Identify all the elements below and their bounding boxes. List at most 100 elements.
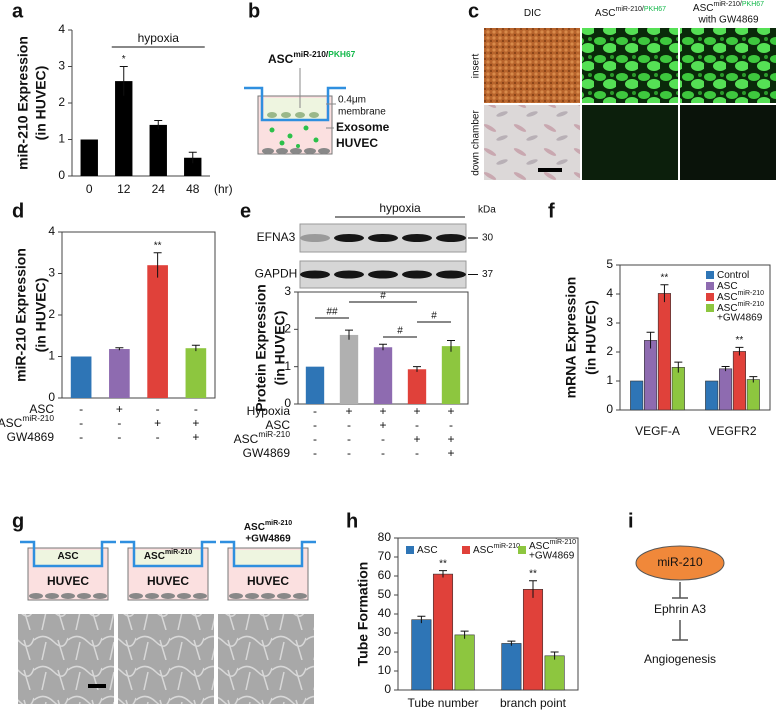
y-tick-label: 0: [284, 396, 291, 410]
y-tick-label: 3: [284, 284, 291, 298]
bar: [522, 588, 544, 691]
y-tick-label: 2: [606, 344, 613, 358]
huvec-label: HUVEC: [47, 574, 89, 588]
bracket-label: hypoxia: [138, 31, 180, 45]
huvec-cell: [229, 593, 243, 599]
legend-label: ASCmiR-210: [717, 301, 764, 313]
huvec-cell: [293, 593, 307, 599]
error-bar: [413, 366, 421, 372]
error-bar: [674, 361, 683, 373]
error-bar: [119, 66, 128, 96]
significance: **: [661, 272, 669, 283]
huvec-cell: [177, 593, 191, 599]
text-part: Hypoxia: [247, 404, 291, 418]
condition-sign: -: [347, 418, 351, 432]
condition-label: GW4869: [7, 430, 55, 444]
micrograph: [680, 28, 776, 103]
error-bar: [646, 331, 655, 349]
blot-band: [402, 234, 432, 242]
condition-sign: +: [447, 432, 454, 446]
bar: [305, 366, 325, 404]
text-part: ASC: [29, 402, 54, 416]
membrane-label: 0.4μm: [338, 95, 366, 106]
condition-sign: -: [117, 430, 121, 444]
error-bar: [460, 630, 469, 639]
column-header: DIC: [524, 8, 541, 19]
insert: [34, 550, 102, 566]
column-header: ASCmiR-210/PKH67: [693, 1, 764, 13]
text-part: ASC: [0, 416, 23, 430]
y-axis-label: (in HUVEC): [33, 66, 49, 141]
y-tick-label: 30: [378, 625, 392, 639]
y-tick-label: 1: [284, 359, 291, 373]
text-part: miR-210: [265, 520, 292, 527]
condition-sign: +: [379, 418, 386, 432]
scale-bar: [538, 168, 562, 172]
legend-label: ASCmiR-210: [529, 539, 576, 551]
text-part: GW4869: [7, 430, 55, 444]
text-part: miR-210: [165, 549, 192, 556]
leader-lines: [299, 68, 336, 129]
bracket-label: hypoxia: [379, 201, 421, 215]
panel-i-diagram: [635, 545, 725, 641]
y-tick-label: 2: [48, 307, 55, 321]
blot-label: EFNA3: [257, 230, 296, 244]
y-axis-label: miR-210 Expression: [15, 36, 31, 170]
condition-label: ASC: [265, 418, 290, 432]
huvec-label: HUVEC: [147, 574, 189, 588]
x-tick-label: 0: [86, 182, 93, 196]
comparison-label: #: [397, 326, 403, 337]
error-bar: [735, 346, 744, 356]
text-part: miR-210: [738, 290, 765, 297]
error-bar: [115, 347, 124, 351]
y-axis-label: (in HUVEC): [583, 300, 599, 375]
panel-label: d: [12, 200, 24, 222]
column-header: with GW4869: [697, 15, 758, 26]
condition-sign: -: [79, 416, 83, 430]
y-axis-label: (in HUVEC): [272, 311, 288, 386]
x-tick-label: VEGF-A: [635, 424, 680, 438]
legend-swatch: [406, 546, 414, 554]
y-axis-label: miR-210 Expression: [13, 248, 29, 382]
condition-sign: -: [313, 446, 317, 460]
error-bar: [721, 366, 730, 372]
condition-sign: -: [347, 446, 351, 460]
plot-frame: [619, 264, 771, 411]
text-part: ASC: [244, 522, 265, 533]
condition-sign: -: [415, 446, 419, 460]
x-tick-label: branch point: [500, 696, 567, 710]
huvec-cell: [29, 593, 43, 599]
text-part: miR-210/: [713, 1, 741, 8]
panel-label: f: [548, 200, 555, 222]
significance: *: [122, 54, 126, 65]
condition-sign: +: [345, 404, 352, 418]
error-bar: [749, 376, 758, 383]
bar: [732, 351, 746, 411]
y-tick-label: 1: [48, 349, 55, 363]
micrograph: [484, 28, 580, 103]
insert-label: ASC: [57, 551, 78, 562]
y-tick-label: 1: [58, 132, 65, 146]
mir-node: [635, 545, 725, 581]
legend-label: ASCmiR-210: [717, 290, 764, 302]
condition-sign: -: [194, 402, 198, 416]
y-tick-label: 4: [58, 22, 65, 36]
text-part: miR-210: [738, 301, 765, 308]
huvec-cell: [77, 593, 91, 599]
bar: [109, 349, 130, 398]
text-part: PKH67: [328, 49, 355, 59]
error-bar: [379, 343, 387, 351]
condition-sign: -: [156, 402, 160, 416]
panel-b-diagram: [244, 68, 346, 155]
row-label: down chamber: [471, 110, 482, 176]
error-bar: [660, 284, 669, 303]
huvec-cell: [45, 593, 59, 599]
text-part: Control: [717, 270, 749, 281]
panel-label: c: [468, 0, 479, 22]
text-part: ASC: [693, 3, 714, 14]
condition-sign: +: [116, 402, 123, 416]
blot-band: [368, 234, 398, 242]
membrane-label: membrane: [338, 107, 386, 118]
bar: [644, 340, 658, 411]
